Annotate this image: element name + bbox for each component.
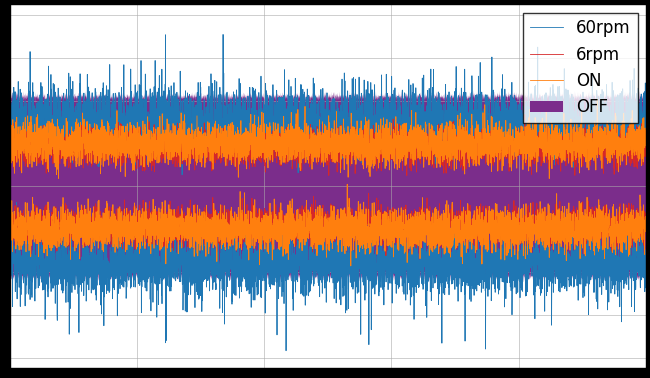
6rpm bbox=[6, 155, 14, 159]
ON bbox=[480, 142, 488, 147]
6rpm bbox=[642, 146, 649, 150]
60rpm bbox=[249, 123, 257, 127]
Line: ON: ON bbox=[10, 99, 645, 178]
Line: 6rpm: 6rpm bbox=[10, 115, 645, 175]
60rpm bbox=[420, 138, 428, 142]
6rpm bbox=[419, 148, 427, 153]
ON bbox=[419, 142, 427, 146]
Line: 60rpm: 60rpm bbox=[10, 34, 645, 175]
60rpm bbox=[178, 172, 186, 177]
ON bbox=[642, 126, 649, 130]
ON bbox=[6, 138, 14, 142]
6rpm bbox=[480, 138, 488, 143]
60rpm bbox=[219, 32, 227, 37]
60rpm bbox=[387, 122, 395, 127]
60rpm bbox=[529, 118, 537, 123]
Legend: 60rpm, 6rpm, ON, OFF: 60rpm, 6rpm, ON, OFF bbox=[523, 12, 638, 123]
ON bbox=[387, 142, 395, 147]
ON bbox=[122, 174, 129, 179]
ON bbox=[593, 96, 601, 101]
6rpm bbox=[122, 150, 129, 155]
60rpm bbox=[122, 128, 129, 132]
ON bbox=[528, 151, 536, 155]
ON bbox=[249, 135, 257, 140]
ON bbox=[545, 176, 553, 181]
6rpm bbox=[403, 173, 411, 178]
6rpm bbox=[521, 112, 528, 117]
60rpm bbox=[642, 130, 649, 135]
60rpm bbox=[6, 138, 14, 143]
60rpm bbox=[480, 120, 488, 124]
6rpm bbox=[387, 147, 395, 151]
6rpm bbox=[249, 135, 257, 139]
6rpm bbox=[529, 158, 537, 162]
